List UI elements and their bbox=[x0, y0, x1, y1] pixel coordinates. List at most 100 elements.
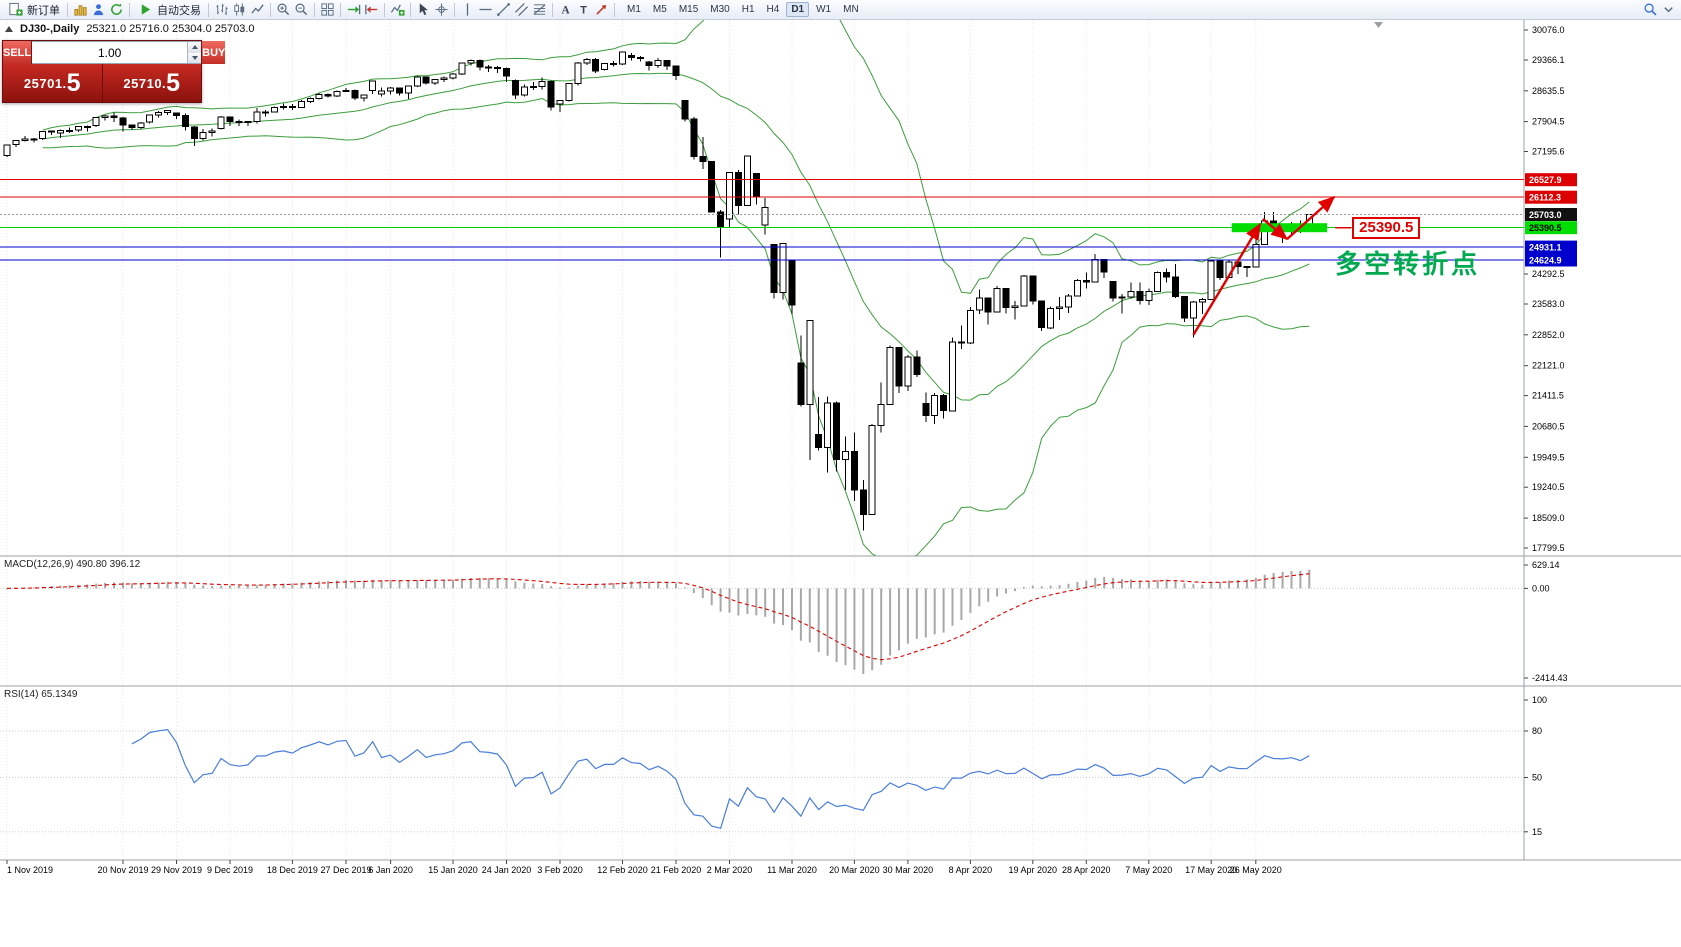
price-axis[interactable]: 30076.0 29366.1 28635.5 27904.5 27195.6 24292… bbox=[1524, 25, 1577, 553]
candlestick-chart-icon[interactable] bbox=[231, 1, 248, 18]
svg-text:18509.0: 18509.0 bbox=[1532, 513, 1565, 523]
sell-price-big-digit: 5 bbox=[66, 68, 81, 97]
volume-increase-button[interactable] bbox=[188, 42, 202, 53]
chart-shift-marker[interactable] bbox=[1374, 22, 1383, 28]
svg-text:0.00: 0.00 bbox=[1532, 583, 1550, 593]
search-icon[interactable] bbox=[1642, 1, 1659, 18]
svg-text:28635.5: 28635.5 bbox=[1532, 86, 1565, 96]
volume-input[interactable] bbox=[32, 42, 188, 63]
sell-price-button[interactable]: 25701. 5 bbox=[3, 64, 103, 102]
cursor-icon[interactable] bbox=[415, 1, 432, 18]
buy-price-button[interactable]: 25710. 5 bbox=[103, 64, 202, 102]
toolbar-separator bbox=[340, 2, 341, 17]
svg-text:21 Feb 2020: 21 Feb 2020 bbox=[651, 865, 702, 875]
new-order-label: 新订单 bbox=[27, 4, 60, 17]
crosshair-icon[interactable] bbox=[433, 1, 450, 18]
volume-spinner bbox=[187, 42, 202, 63]
text-label-icon[interactable]: T bbox=[575, 1, 592, 18]
svg-text:22121.0: 22121.0 bbox=[1532, 361, 1565, 371]
tile-windows-icon[interactable] bbox=[319, 1, 336, 18]
trade-panel-prices: 25701. 5 25710. 5 bbox=[3, 64, 201, 102]
symbol-ohlc-values: 25321.0 25716.0 25304.0 25703.0 bbox=[86, 23, 255, 35]
timeframe-button-h4[interactable]: H4 bbox=[766, 4, 780, 15]
chart-background bbox=[0, 20, 1681, 947]
timeframe-button-mn[interactable]: MN bbox=[843, 4, 859, 15]
new-order-icon bbox=[7, 1, 24, 18]
horizontal-line-icon[interactable] bbox=[477, 1, 494, 18]
svg-text:24931.1: 24931.1 bbox=[1529, 243, 1562, 253]
timeframe-button-h1[interactable]: H1 bbox=[741, 4, 755, 15]
channel-icon[interactable] bbox=[513, 1, 530, 18]
svg-text:24292.5: 24292.5 bbox=[1532, 269, 1565, 279]
svg-text:24 Jan 2020: 24 Jan 2020 bbox=[482, 865, 532, 875]
refresh-icon[interactable] bbox=[108, 1, 125, 18]
volume-box bbox=[32, 41, 202, 64]
symbol-name: DJ30-,Daily bbox=[20, 23, 80, 35]
buy-button[interactable]: BUY bbox=[201, 41, 226, 64]
bar-chart-icon[interactable] bbox=[213, 1, 230, 18]
svg-text:22852.0: 22852.0 bbox=[1532, 330, 1565, 340]
toolbar-separator bbox=[314, 2, 315, 17]
one-click-panel-toggle[interactable] bbox=[5, 26, 13, 32]
svg-text:11 Mar 2020: 11 Mar 2020 bbox=[767, 865, 817, 875]
svg-text:19949.5: 19949.5 bbox=[1532, 452, 1565, 462]
main-toolbar: 新订单 自动交易 bbox=[0, 0, 1681, 20]
sell-button[interactable]: SELL bbox=[3, 41, 33, 64]
svg-text:27 Dec 2019: 27 Dec 2019 bbox=[320, 865, 371, 875]
zoom-out-icon[interactable] bbox=[293, 1, 310, 18]
svg-text:26527.9: 26527.9 bbox=[1529, 175, 1562, 185]
timeframe-button-m1[interactable]: M1 bbox=[627, 4, 641, 15]
buy-price-big-digit: 5 bbox=[166, 68, 181, 97]
svg-text:80: 80 bbox=[1532, 726, 1542, 736]
autotrading-button[interactable]: 自动交易 bbox=[134, 0, 204, 19]
arrows-tool-icon[interactable] bbox=[593, 1, 610, 18]
support-zone-rectangle[interactable] bbox=[1231, 223, 1328, 233]
chart-shift-icon[interactable] bbox=[363, 1, 380, 18]
toolbar-separator bbox=[270, 2, 271, 17]
timeframe-button-m15[interactable]: M15 bbox=[678, 4, 699, 15]
trend-arrows[interactable] bbox=[1192, 196, 1352, 336]
timeframe-toolbar: M1 M5 M15 M30 H1 H4 D1 W1 MN bbox=[621, 2, 865, 17]
date-axis[interactable]: 1 Nov 2019 20 Nov 2019 29 Nov 2019 9 Dec 20… bbox=[6, 860, 1282, 875]
svg-text:17 May 2020: 17 May 2020 bbox=[1185, 865, 1237, 875]
panel-dividers[interactable] bbox=[0, 20, 1681, 861]
svg-text:629.14: 629.14 bbox=[1532, 560, 1560, 570]
auto-scroll-icon[interactable] bbox=[345, 1, 362, 18]
zoom-in-icon[interactable] bbox=[275, 1, 292, 18]
turning-point-note[interactable]: 多空转折点 bbox=[1335, 249, 1481, 280]
toolbar-options-chevron-icon[interactable] bbox=[1660, 1, 1677, 18]
new-order-button[interactable]: 新订单 bbox=[4, 0, 63, 19]
svg-text:2 Mar 2020: 2 Mar 2020 bbox=[707, 865, 753, 875]
timeframe-button-d1[interactable]: D1 bbox=[786, 2, 810, 17]
indicators-icon[interactable] bbox=[389, 1, 406, 18]
svg-text:6 Jan 2020: 6 Jan 2020 bbox=[368, 865, 413, 875]
buy-price: 25710. bbox=[123, 75, 167, 91]
toolbar-separator bbox=[454, 2, 455, 17]
svg-text:7 May 2020: 7 May 2020 bbox=[1125, 865, 1172, 875]
svg-text:3 Feb 2020: 3 Feb 2020 bbox=[537, 865, 583, 875]
volume-decrease-button[interactable] bbox=[188, 52, 202, 63]
text-tool-icon[interactable]: A bbox=[557, 1, 574, 18]
svg-text:100: 100 bbox=[1532, 695, 1547, 705]
timeframe-button-m5[interactable]: M5 bbox=[652, 4, 667, 15]
toolbar-separator bbox=[552, 2, 553, 17]
svg-text:1 Nov 2019: 1 Nov 2019 bbox=[7, 865, 53, 875]
svg-text:29366.1: 29366.1 bbox=[1532, 55, 1565, 65]
horizontal-level-lines[interactable] bbox=[0, 179, 1524, 261]
vertical-line-icon[interactable] bbox=[459, 1, 476, 18]
svg-text:24624.9: 24624.9 bbox=[1529, 256, 1562, 266]
toolbar-separator bbox=[129, 2, 130, 17]
svg-text:27904.5: 27904.5 bbox=[1532, 117, 1565, 127]
timeframe-button-w1[interactable]: W1 bbox=[816, 4, 832, 15]
price-callout-label[interactable]: 25390.5 bbox=[1352, 216, 1421, 239]
trendline-icon[interactable] bbox=[495, 1, 512, 18]
charts-icon[interactable] bbox=[72, 1, 89, 18]
fibonacci-icon[interactable] bbox=[531, 1, 548, 18]
timeframe-button-m30[interactable]: M30 bbox=[710, 4, 730, 15]
line-chart-icon[interactable] bbox=[249, 1, 266, 18]
market-watch-icon[interactable] bbox=[90, 1, 107, 18]
svg-text:15 Jan 2020: 15 Jan 2020 bbox=[428, 865, 478, 875]
svg-text:30076.0: 30076.0 bbox=[1532, 25, 1565, 35]
